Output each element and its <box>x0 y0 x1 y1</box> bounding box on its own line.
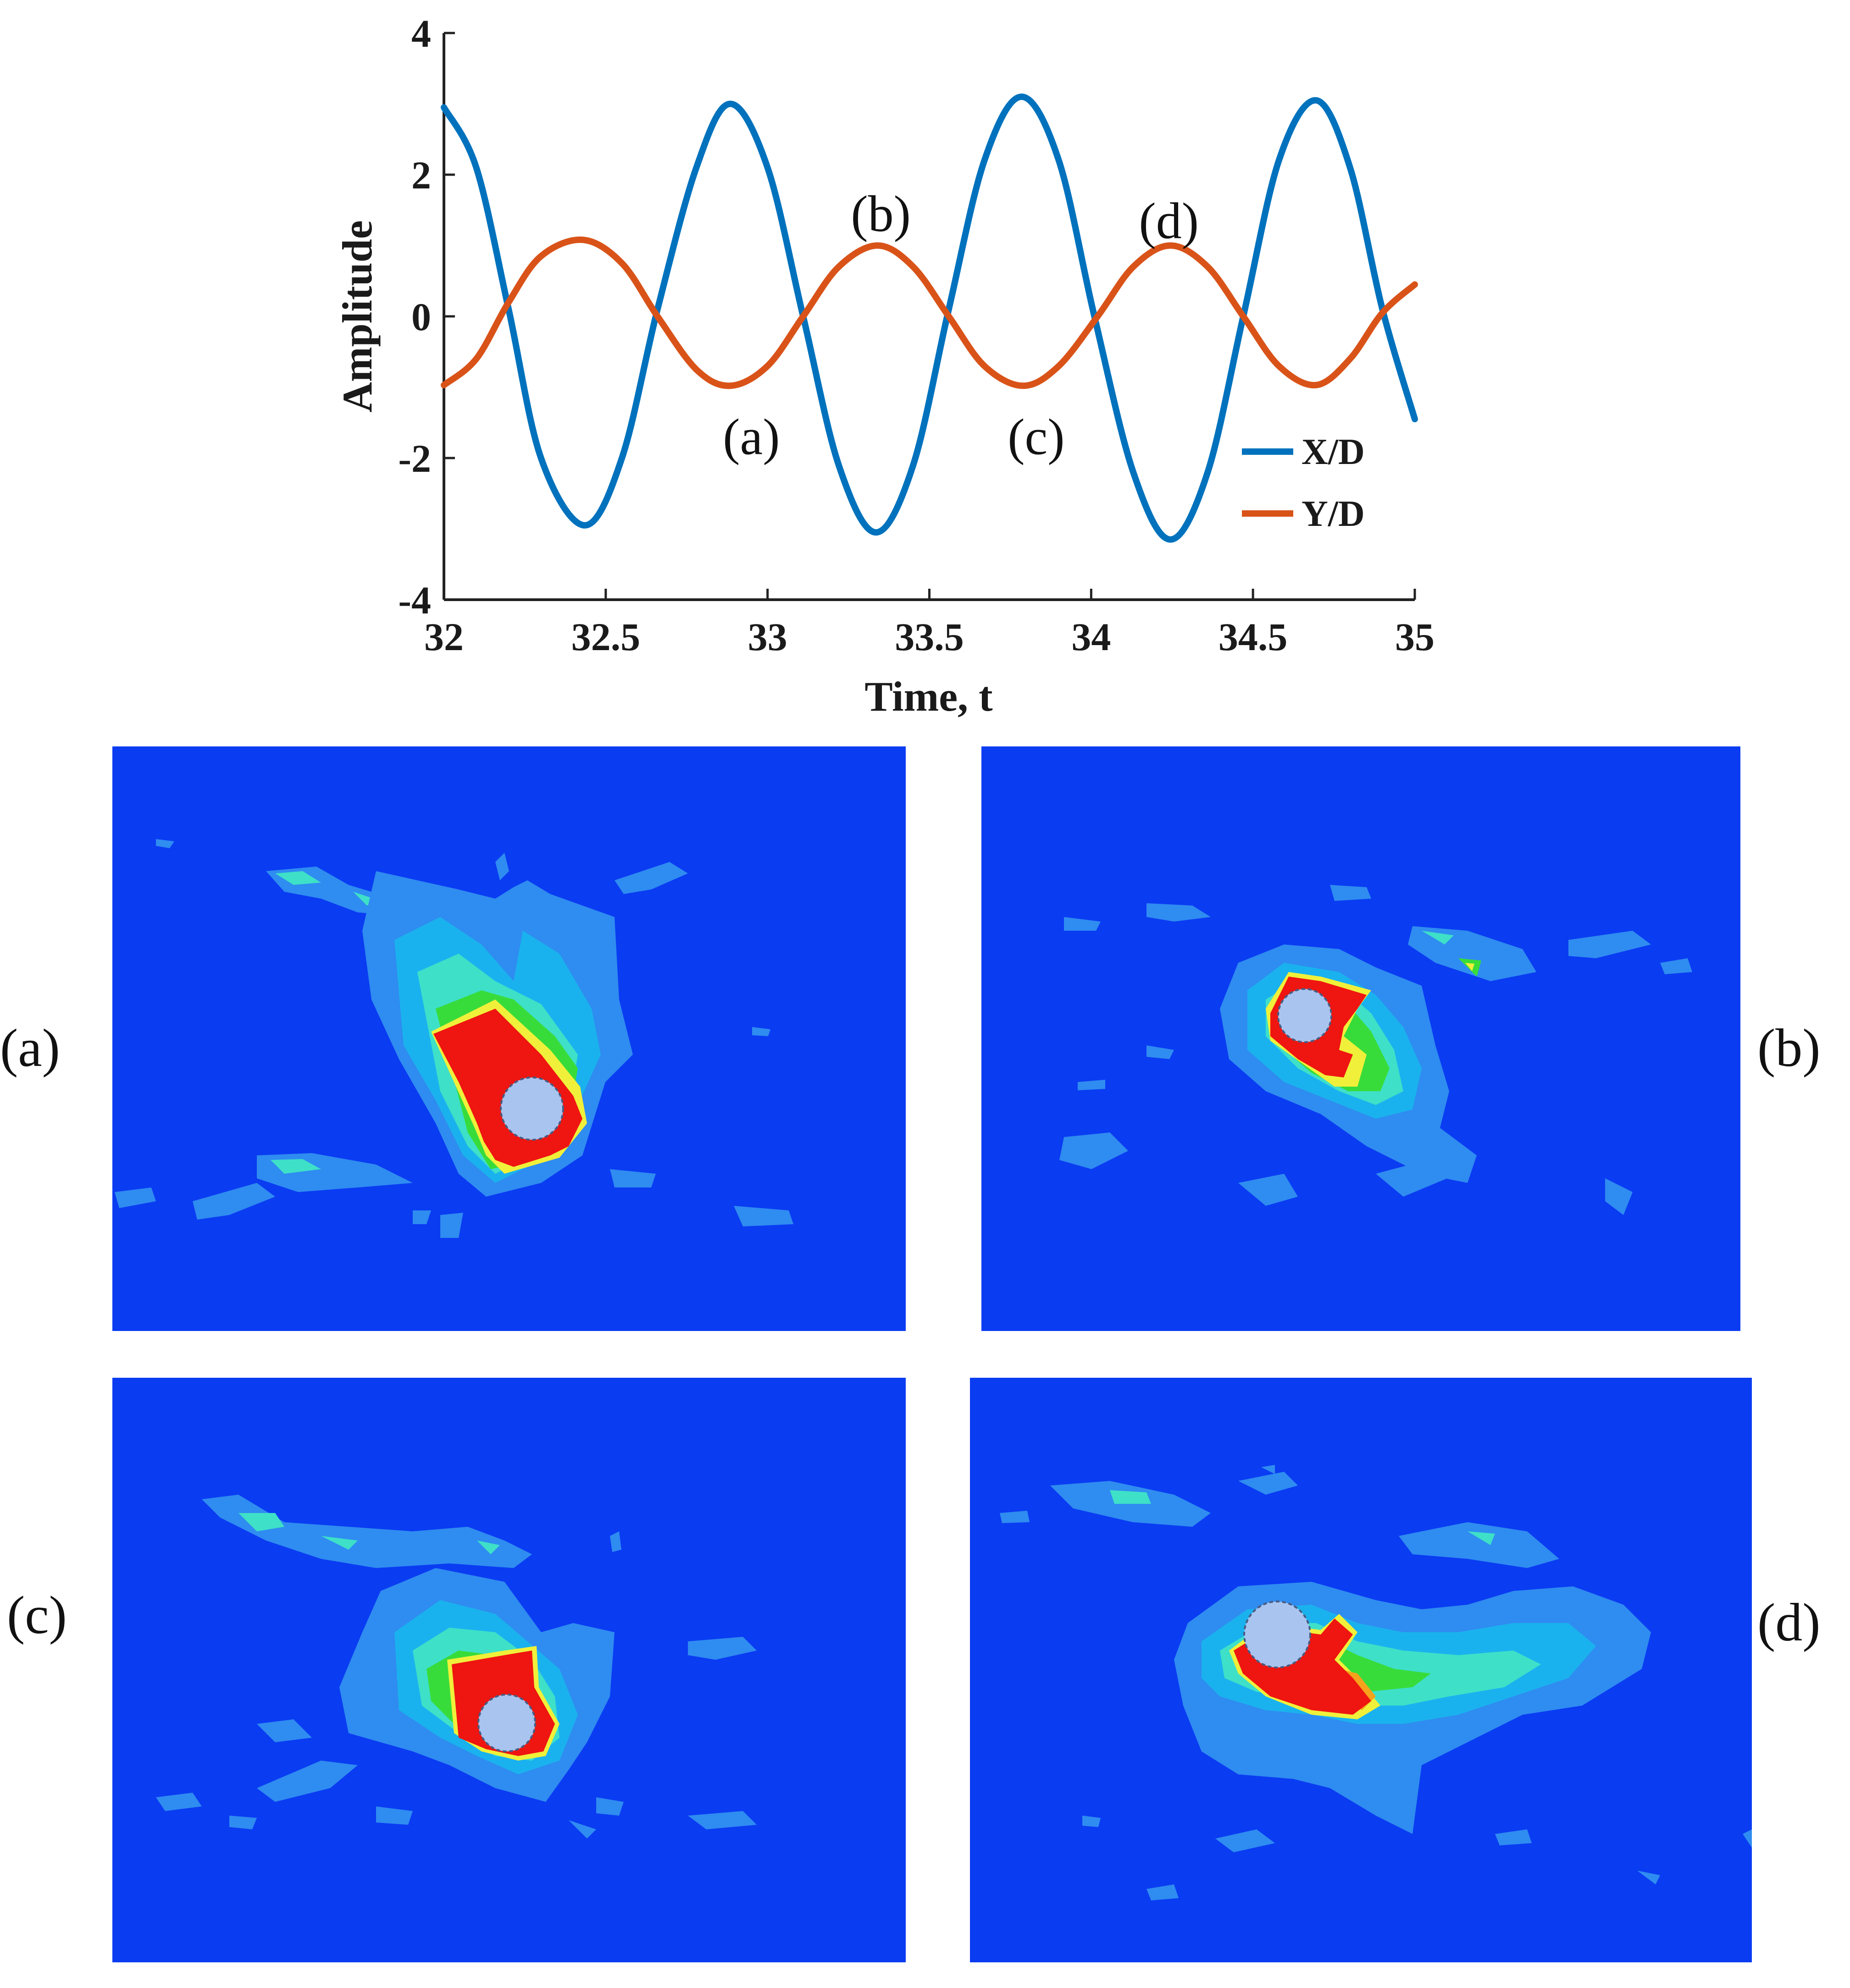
contour-panel-d <box>970 1378 1752 1962</box>
y-tick-label: -2 <box>398 436 431 480</box>
panel-c-wake-highlights <box>238 1513 500 1554</box>
x-tick-label: 33.5 <box>895 615 964 659</box>
panel-d-cylinder <box>1243 1601 1311 1668</box>
panel-label-a: (a) <box>0 1018 60 1078</box>
contour-panel-a <box>112 746 906 1331</box>
chart-annotation-a: (a) <box>723 409 780 466</box>
chart-annotations: (a) (b) (c) (d) <box>723 186 1199 466</box>
panel-label-b: (b) <box>1757 1018 1821 1078</box>
chart-ticks <box>443 32 1416 601</box>
chart-tick-labels: 32 32.5 33 33.5 34 34.5 35 4 2 0 -2 -4 <box>398 11 1435 659</box>
panel-label-d: (d) <box>1757 1592 1821 1652</box>
contour-panel-c <box>112 1378 906 1962</box>
x-tick-label: 34 <box>1071 615 1111 659</box>
panel-b-wake-highlights <box>1422 931 1481 977</box>
legend-label-x: X/D <box>1302 432 1365 472</box>
panel-d-wake-highlights <box>1110 1490 1495 1545</box>
panel-a-wake-highlights <box>271 871 381 1174</box>
panel-c-cylinder <box>477 1694 536 1752</box>
panel-b-cylinder <box>1277 988 1332 1043</box>
y-tick-label: -4 <box>398 578 431 622</box>
panel-d-wake-streaks <box>1000 1465 1752 1900</box>
chart-series <box>441 94 1418 543</box>
x-tick-label: 32.5 <box>571 615 641 659</box>
y-tick-label: 0 <box>411 295 431 339</box>
y-tick-label: 2 <box>411 153 431 197</box>
contour-panel-b <box>981 746 1740 1331</box>
chart-annotation-b: (b) <box>851 186 911 243</box>
legend-label-y: Y/D <box>1302 494 1365 534</box>
line-chart: 32 32.5 33 33.5 34 34.5 35 4 2 0 -2 -4 (a) (b) (c) (d)… <box>334 11 1435 720</box>
panel-a-cylinder <box>500 1077 564 1141</box>
x-tick-label: 33 <box>748 615 787 659</box>
legend: X/D Y/D <box>1242 432 1365 534</box>
series-line-x-d <box>441 94 1418 543</box>
series-line-y-d <box>441 236 1418 389</box>
x-tick-label: 35 <box>1395 615 1435 659</box>
chart-annotation-c: (c) <box>1008 409 1064 466</box>
chart-annotation-d: (d) <box>1139 193 1199 249</box>
y-axis-title: Amplitude <box>334 220 381 412</box>
x-tick-label: 32 <box>424 615 464 659</box>
y-tick-label: 4 <box>411 11 431 55</box>
x-tick-label: 34.5 <box>1219 615 1288 659</box>
panel-c-wake-streaks <box>156 1495 757 1839</box>
x-axis-title: Time, t <box>864 673 993 720</box>
panel-label-c: (c) <box>7 1585 67 1645</box>
